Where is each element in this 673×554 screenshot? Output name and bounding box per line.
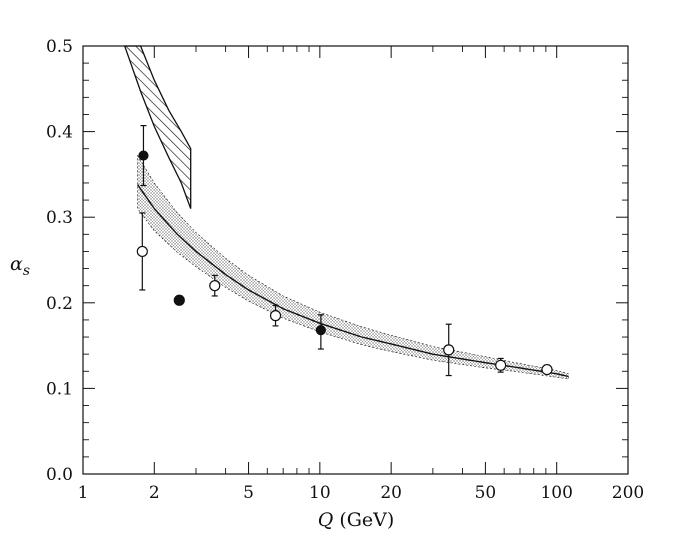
x-tick-label: 1 — [78, 483, 89, 503]
curves-layer — [137, 184, 569, 378]
y-tick-label: 0.2 — [46, 294, 73, 314]
y-tick-label: 0.4 — [46, 123, 73, 143]
open-data-point — [495, 359, 507, 371]
open-data-point — [541, 363, 553, 376]
x-tick-label: 20 — [380, 483, 402, 503]
open-data-point — [269, 310, 282, 322]
y-tick-label: 0.3 — [46, 208, 73, 228]
y-tick-label: 0.0 — [46, 465, 73, 485]
x-tick-label: 5 — [243, 483, 254, 503]
central-curve — [137, 184, 569, 378]
filled-data-point — [315, 325, 326, 336]
x-tick-label: 10 — [309, 483, 331, 503]
open-data-point — [136, 245, 148, 258]
dotted-uncertainty-band — [137, 154, 569, 380]
open-data-point — [209, 280, 221, 292]
filled-data-point — [173, 294, 185, 306]
points-layer — [136, 150, 553, 376]
plot-frame — [82, 45, 629, 475]
hatched-band — [123, 45, 192, 209]
x-tick-label: 200 — [612, 483, 644, 503]
axes-layer: 0.0 0.1 0.2 0.3 0.4 0.5 1 2 5 10 20 50 100 200 — [46, 37, 644, 503]
y-tick-label: 0.1 — [46, 379, 73, 399]
x-tick-label: 50 — [475, 483, 497, 503]
x-axis-label: Q (GeV) — [318, 509, 395, 531]
bands-layer — [123, 45, 569, 380]
filled-data-point — [138, 150, 149, 161]
y-tick-label: 0.5 — [46, 37, 73, 57]
x-tick-label: 100 — [540, 483, 572, 503]
y-axis-label: αs — [10, 253, 30, 279]
open-data-point — [443, 344, 455, 356]
x-tick-label: 2 — [149, 483, 160, 503]
